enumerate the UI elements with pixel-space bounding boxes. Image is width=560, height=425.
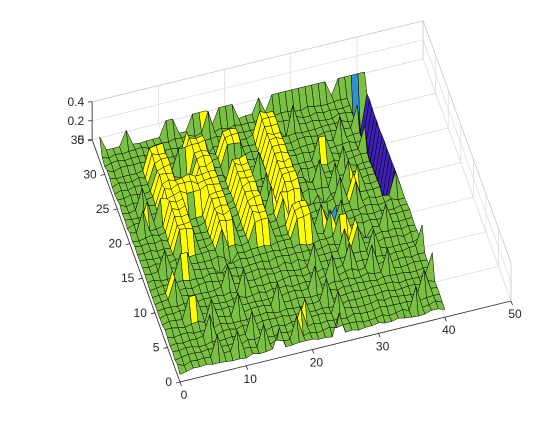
- y-tick-label: 30: [83, 167, 97, 181]
- axes-box-edge: [422, 20, 512, 264]
- surface-facet: [177, 364, 187, 375]
- x-tick-label: 50: [508, 307, 522, 321]
- y-tick-label: 25: [96, 202, 110, 216]
- y-tick-label: 20: [108, 237, 122, 251]
- y-tick-mark: [175, 381, 181, 384]
- sidewall-gridline-z: [422, 39, 512, 283]
- x-axis-line: [179, 300, 512, 383]
- y-tick-mark: [125, 243, 130, 245]
- backwall-gridline-z: [92, 39, 424, 122]
- y-tick-label: 0: [165, 375, 172, 389]
- y-tick-mark: [138, 277, 143, 280]
- x-tick-mark: [444, 317, 447, 322]
- x-tick-mark: [245, 365, 249, 370]
- y-tick-mark: [113, 208, 118, 211]
- z-tick-label: 0.4: [67, 95, 84, 109]
- y-tick-label: 35: [71, 133, 85, 147]
- surface-facet: [99, 136, 110, 159]
- z-tick-label: 0: [77, 133, 84, 147]
- y-tick-mark: [100, 174, 105, 176]
- sidewall-gridline-z: [422, 58, 512, 302]
- x-tick-label: 30: [376, 339, 390, 353]
- x-tick-mark: [312, 349, 315, 354]
- y-tick-label: 5: [153, 340, 160, 354]
- x-tick-mark: [179, 381, 182, 387]
- z-tick-label: 0.2: [67, 114, 84, 128]
- y-tick-mark: [150, 312, 155, 315]
- x-tick-label: 0: [181, 388, 188, 402]
- axes-box-edge: [92, 20, 424, 103]
- y-tick-label: 15: [121, 271, 135, 285]
- x-tick-label: 20: [310, 356, 324, 370]
- x-tick-label: 40: [442, 323, 456, 337]
- y-tick-label: 10: [134, 306, 148, 320]
- backwall-gridline-z: [92, 58, 424, 141]
- y-axis-line: [91, 139, 181, 383]
- y-tick-mark: [163, 347, 168, 349]
- x-tick-mark: [510, 300, 513, 306]
- x-tick-mark: [378, 333, 381, 338]
- x-tick-label: 10: [244, 372, 258, 386]
- surface-mesh: [99, 71, 446, 375]
